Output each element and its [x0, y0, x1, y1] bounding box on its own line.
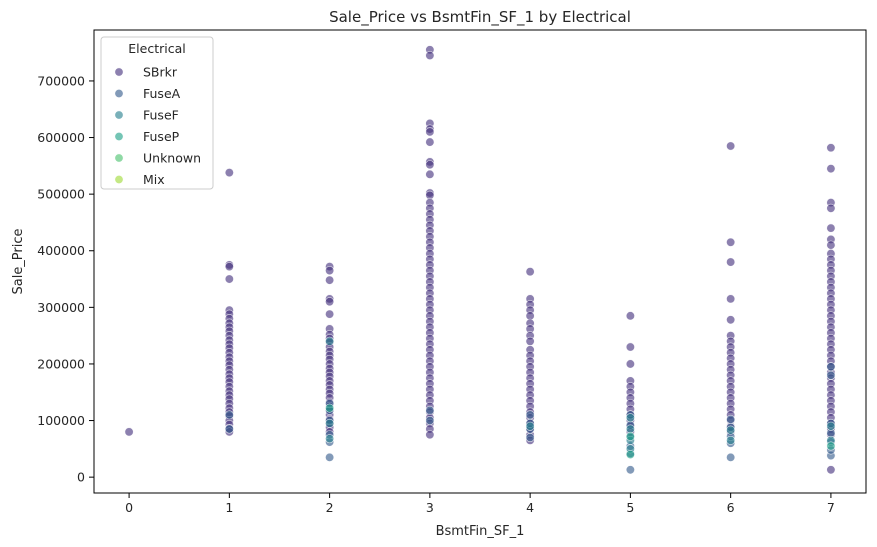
- data-point-fusef: [325, 434, 335, 444]
- data-point-fusea: [224, 410, 234, 420]
- data-point-sbrkr: [425, 50, 435, 60]
- plot-frame: [93, 29, 867, 494]
- data-point-fusea: [425, 405, 435, 415]
- legend-label-mix: Mix: [143, 172, 165, 187]
- y-tick-label: 400000: [37, 243, 85, 258]
- y-tick-label: 100000: [37, 413, 85, 428]
- data-point-fusef: [625, 413, 635, 423]
- data-point-sbrkr: [325, 309, 335, 319]
- data-point-sbrkr: [325, 266, 335, 276]
- data-point-fusea: [625, 465, 635, 475]
- data-point-sbrkr: [525, 336, 535, 346]
- data-point-sbrkr: [726, 141, 736, 151]
- data-point-sbrkr: [325, 275, 335, 285]
- axes: 0 1 2 3 4 5 6 7 0 100000 200000 300000 400000 500000 6…: [37, 73, 835, 515]
- data-point-sbrkr: [726, 294, 736, 304]
- data-point-fusef: [826, 421, 836, 431]
- data-point-sbrkr: [625, 311, 635, 321]
- data-point-fusea: [525, 410, 535, 420]
- data-point-fusea: [525, 433, 535, 443]
- legend-marker-fusep: [114, 132, 124, 142]
- legend-marker-fusea: [114, 89, 124, 99]
- x-tick-label: 1: [225, 500, 233, 515]
- data-point-sbrkr: [826, 164, 836, 174]
- x-tick-label: 4: [526, 500, 534, 515]
- x-tick-label: 2: [326, 500, 334, 515]
- data-point-sbrkr: [826, 203, 836, 213]
- data-point-sbrkr: [726, 237, 736, 247]
- data-point-fusef: [726, 435, 736, 445]
- data-point-sbrkr: [826, 143, 836, 153]
- legend-box: [100, 36, 214, 190]
- data-point-sbrkr: [726, 315, 736, 325]
- data-point-sbrkr: [425, 169, 435, 179]
- y-tick-label: 600000: [37, 130, 85, 145]
- data-point-sbrkr: [425, 137, 435, 147]
- data-point-sbrkr: [625, 342, 635, 352]
- data-point-sbrkr: [425, 430, 435, 440]
- data-point-fusea: [425, 416, 435, 426]
- legend: Electrical SBrkr FuseA FuseF FuseP Unknown Mix: [100, 36, 214, 190]
- data-point-fusea: [826, 370, 836, 380]
- data-point-fusef: [726, 425, 736, 435]
- x-tick-label: 7: [827, 500, 835, 515]
- y-tick-label: 200000: [37, 356, 85, 371]
- legend-label-fusef: FuseF: [143, 108, 179, 123]
- data-point-fusea: [726, 452, 736, 462]
- data-point-fusef: [325, 336, 335, 346]
- y-axis-label: Sale_Price: [11, 228, 26, 294]
- data-point-fusea: [726, 414, 736, 424]
- data-point-sbrkr: [224, 274, 234, 284]
- legend-marker-sbrkr: [114, 67, 124, 77]
- data-point-sbrkr: [425, 160, 435, 170]
- data-point-fusep: [325, 403, 335, 413]
- data-point-sbrkr: [826, 240, 836, 250]
- data-point-sbrkr: [826, 223, 836, 233]
- y-tick-label: 0: [77, 470, 85, 485]
- data-point-fusef: [525, 421, 535, 431]
- chart-title: Sale_Price vs BsmtFin_SF_1 by Electrical: [329, 8, 631, 27]
- data-point-sbrkr: [325, 297, 335, 307]
- data-point-sbrkr: [625, 359, 635, 369]
- data-point-sbrkr: [124, 427, 134, 437]
- legend-label-unknown: Unknown: [143, 151, 201, 166]
- data-point-sbrkr: [425, 127, 435, 137]
- x-axis-label: BsmtFin_SF_1: [436, 524, 525, 539]
- data-point-sbrkr: [726, 257, 736, 267]
- legend-label-fusea: FuseA: [143, 86, 181, 101]
- data-point-fusea: [325, 452, 335, 462]
- x-tick-label: 0: [125, 500, 133, 515]
- y-tick-label: 300000: [37, 300, 85, 315]
- legend-label-fusep: FuseP: [143, 129, 180, 144]
- data-point-sbrkr: [224, 168, 234, 178]
- x-tick-label: 3: [426, 500, 434, 515]
- data-point-sbrkr: [224, 262, 234, 272]
- data-point-sbrkr: [525, 267, 535, 277]
- y-tick-label: 500000: [37, 187, 85, 202]
- x-tick-label: 6: [727, 500, 735, 515]
- data-point-fusef: [325, 418, 335, 428]
- y-tick-label: 700000: [37, 73, 85, 88]
- data-point-fusep: [625, 450, 635, 460]
- legend-title: Electrical: [128, 41, 185, 56]
- data-point-fusea: [224, 424, 234, 434]
- data-points: [124, 45, 836, 475]
- data-point-sbrkr: [826, 465, 836, 475]
- legend-label-sbrkr: SBrkr: [143, 65, 178, 80]
- legend-marker-fusef: [114, 110, 124, 120]
- data-point-fusea: [826, 362, 836, 372]
- legend-marker-unknown: [114, 153, 124, 163]
- data-point-fusep: [826, 441, 836, 451]
- legend-marker-mix: [114, 175, 124, 185]
- x-tick-label: 5: [626, 500, 634, 515]
- data-point-fusep: [625, 431, 635, 441]
